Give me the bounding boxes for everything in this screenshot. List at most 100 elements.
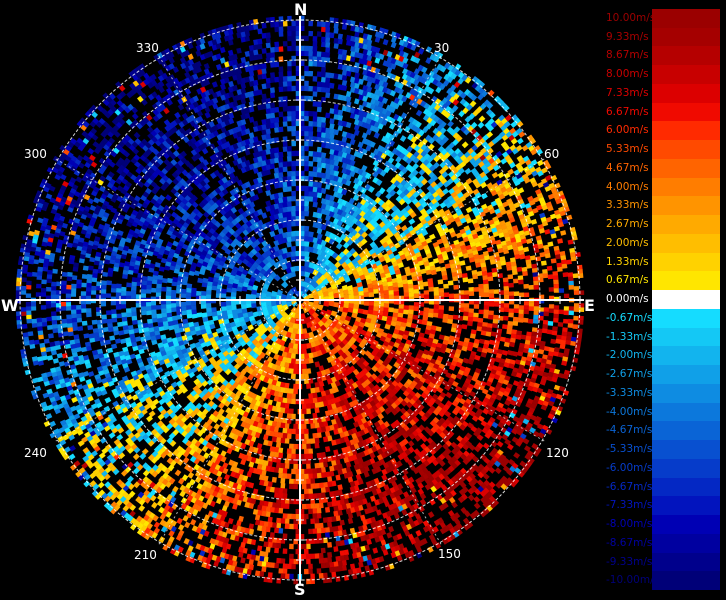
radar-ppi-display (15, 15, 585, 585)
legend-swatch (652, 458, 720, 478)
legend-label: -7.33m/s (606, 499, 653, 512)
legend-label: -4.00m/s (606, 405, 653, 418)
legend-label: -5.33m/s (606, 443, 653, 456)
legend-label: 3.33m/s (606, 199, 649, 212)
legend-label: 10.00m/s (606, 12, 656, 24)
bearing-label-300: 300 (24, 147, 47, 161)
legend-swatch (652, 496, 720, 516)
legend-swatch (652, 271, 720, 291)
legend-label: -6.67m/s (606, 480, 653, 493)
legend-label: -2.00m/s (606, 349, 653, 362)
legend-swatch (652, 140, 720, 159)
legend-label: 4.00m/s (606, 180, 649, 193)
legend-label: -0.67m/s (606, 311, 653, 324)
bearing-label-240: 240 (24, 446, 47, 460)
legend-row: 0.00m/s (606, 290, 720, 309)
legend-swatch (652, 65, 720, 84)
bearing-label-60: 60 (544, 147, 560, 161)
legend-row: -2.67m/s (606, 365, 720, 384)
legend-row: 9.33m/s (606, 27, 720, 47)
legend-label: -8.67m/s (606, 536, 653, 549)
legend-swatch (652, 515, 720, 534)
legend-row: 6.00m/s (606, 121, 720, 141)
legend-swatch (652, 308, 720, 328)
legend-row: -8.67m/s (606, 533, 720, 553)
velocity-bins (15, 15, 585, 585)
legend-row: -2.00m/s (606, 346, 720, 366)
legend-row: -3.33m/s (606, 383, 720, 403)
legend-row: 5.33m/s (606, 140, 720, 159)
compass-north: N (294, 0, 308, 19)
legend-swatch (652, 83, 720, 103)
legend-swatch (652, 215, 720, 234)
compass-south: S (294, 580, 306, 599)
legend-label: 2.67m/s (606, 218, 649, 231)
legend-swatch (652, 9, 720, 28)
legend-row: -9.33m/s (606, 552, 720, 572)
legend-label: -10.00m/s (606, 574, 660, 587)
legend-swatch (652, 552, 720, 572)
legend-label: -8.00m/s (606, 518, 653, 531)
legend-label: -4.67m/s (606, 424, 653, 437)
legend-row: -7.33m/s (606, 496, 720, 516)
legend-row: 10.00m/s (606, 9, 720, 28)
legend-row: 4.67m/s (606, 158, 720, 178)
legend-label: 1.33m/s (606, 255, 649, 268)
compass-west: W (1, 296, 19, 315)
legend-row: -4.00m/s (606, 402, 720, 422)
compass-east: E (584, 296, 595, 315)
legend-swatch (652, 383, 720, 403)
legend-row: -5.33m/s (606, 440, 720, 459)
legend-label: 4.67m/s (606, 161, 649, 174)
legend-swatch (652, 252, 720, 272)
legend-label: -2.67m/s (606, 368, 653, 381)
legend-swatch (652, 27, 720, 47)
legend-row: 0.67m/s (606, 271, 720, 291)
legend-swatch (652, 365, 720, 384)
range-ticks (19, 19, 581, 581)
bearing-label-210: 210 (134, 548, 157, 562)
legend-swatch (652, 421, 720, 441)
legend-row: 3.33m/s (606, 196, 720, 216)
legend-swatch (652, 477, 720, 497)
bearing-label-150: 150 (438, 547, 461, 561)
legend-row: 8.67m/s (606, 46, 720, 66)
legend-swatch (652, 196, 720, 216)
legend-row: -1.33m/s (606, 327, 720, 347)
legend-swatch (652, 571, 720, 590)
legend-label: -6.00m/s (606, 461, 653, 474)
legend-label: 2.00m/s (606, 236, 649, 249)
legend-swatch (652, 533, 720, 553)
legend-swatch (652, 233, 720, 253)
legend-label: 8.00m/s (606, 68, 649, 81)
legend-swatch (652, 346, 720, 366)
legend-row: -10.00m/s (606, 571, 720, 590)
legend-label: 6.00m/s (606, 124, 649, 137)
legend-row: 7.33m/s (606, 83, 720, 103)
legend-swatch (652, 121, 720, 141)
legend-row: -4.67m/s (606, 421, 720, 441)
velocity-color-legend: 10.00m/s 9.33m/s 8.67m/s 8.00m/s 7.33m/s 6.67… (606, 9, 720, 590)
legend-swatch (652, 158, 720, 178)
bearing-label-120: 120 (546, 446, 569, 460)
legend-swatch (652, 177, 720, 197)
legend-label: 9.33m/s (606, 30, 649, 43)
legend-row: -6.67m/s (606, 477, 720, 497)
legend-row: 2.67m/s (606, 215, 720, 234)
legend-row: 2.00m/s (606, 233, 720, 253)
legend-row: -0.67m/s (606, 308, 720, 328)
legend-swatch (652, 102, 720, 122)
legend-label: -1.33m/s (606, 330, 653, 343)
legend-label: -9.33m/s (606, 555, 653, 568)
legend-label: 7.33m/s (606, 86, 649, 99)
legend-row: 4.00m/s (606, 177, 720, 197)
legend-row: 6.67m/s (606, 102, 720, 122)
legend-swatch (652, 290, 720, 309)
legend-swatch (652, 402, 720, 422)
legend-label: 0.00m/s (606, 293, 649, 306)
legend-label: 6.67m/s (606, 105, 649, 118)
legend-row: 1.33m/s (606, 252, 720, 272)
legend-label: 5.33m/s (606, 143, 649, 156)
bearing-lines (16, 16, 584, 584)
bearing-label-30: 30 (434, 41, 450, 55)
